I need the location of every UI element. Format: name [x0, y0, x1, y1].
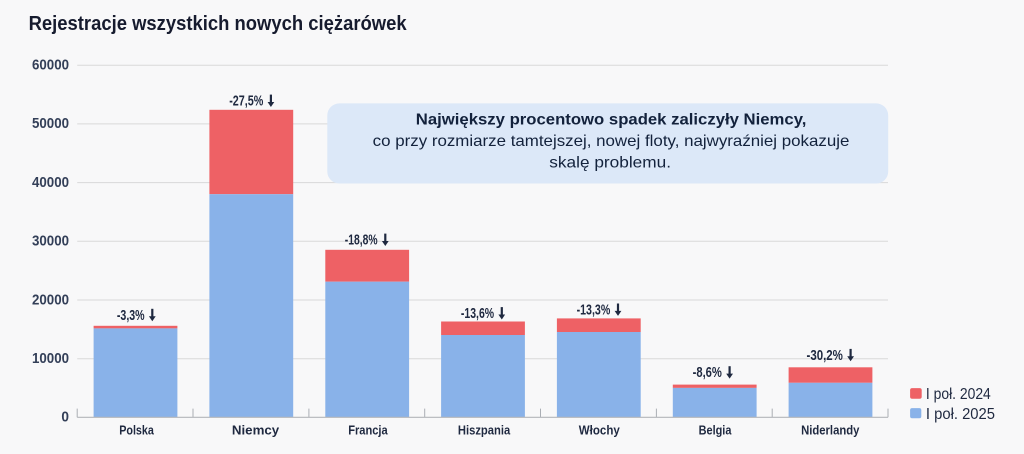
svg-text:-18,8%: -18,8% — [345, 233, 378, 249]
svg-text:co przy rozmiarze tamtejszej,: co przy rozmiarze tamtejszej, nowej flot… — [373, 133, 850, 150]
svg-text:Rejestracje wszystkich nowych: Rejestracje wszystkich nowych ciężarówek — [29, 13, 408, 35]
svg-text:50000: 50000 — [32, 116, 69, 132]
svg-text:30000: 30000 — [32, 234, 69, 250]
svg-text:Niemcy: Niemcy — [232, 422, 280, 437]
svg-text:Włochy: Włochy — [579, 422, 621, 437]
svg-text:Polska: Polska — [119, 422, 154, 437]
svg-text:Największy procentowo spadek z: Największy procentowo spadek zaliczyły N… — [416, 111, 807, 128]
svg-text:Belgia: Belgia — [699, 422, 732, 437]
svg-text:-13,3%: -13,3% — [577, 303, 611, 319]
svg-text:0: 0 — [61, 410, 69, 426]
svg-text:20000: 20000 — [32, 292, 69, 308]
svg-text:skalę problemu.: skalę problemu. — [549, 155, 671, 172]
svg-text:I poł. 2025: I poł. 2025 — [926, 406, 995, 423]
svg-text:-13,6%: -13,6% — [461, 306, 494, 322]
svg-text:Hiszpania: Hiszpania — [458, 422, 511, 437]
svg-text:10000: 10000 — [32, 351, 69, 367]
svg-text:Niderlandy: Niderlandy — [801, 422, 860, 437]
svg-text:I poł. 2024: I poł. 2024 — [926, 386, 991, 403]
svg-text:40000: 40000 — [32, 175, 69, 191]
svg-text:-8,6%: -8,6% — [693, 365, 722, 381]
svg-text:-27,5%: -27,5% — [229, 94, 263, 110]
svg-text:Francja: Francja — [348, 422, 388, 437]
svg-text:60000: 60000 — [32, 58, 69, 74]
svg-text:-3,3%: -3,3% — [117, 308, 145, 324]
svg-text:-30,2%: -30,2% — [807, 348, 843, 364]
